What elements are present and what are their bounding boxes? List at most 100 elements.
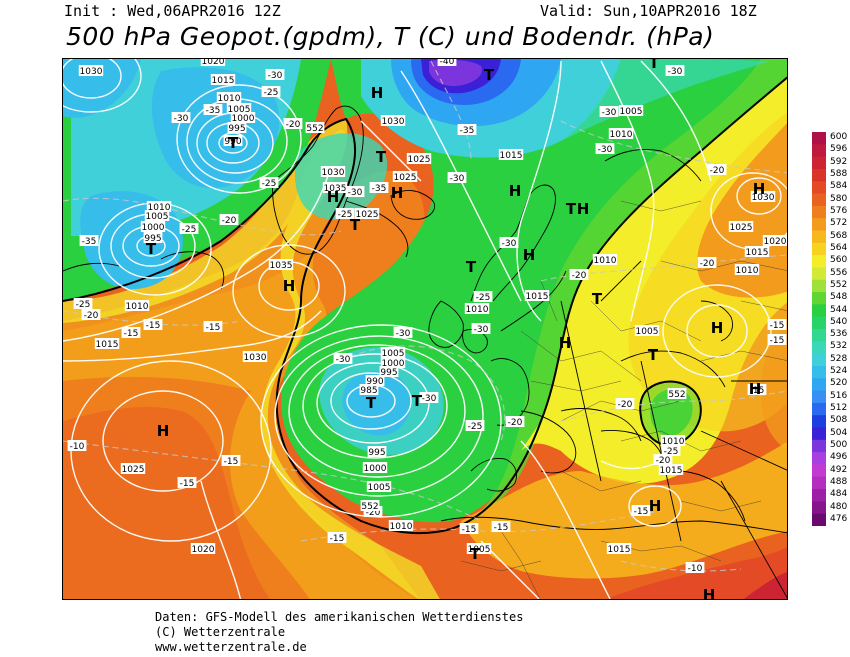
temperature-label: -35 <box>457 124 477 136</box>
temperature-label-text: -25 <box>468 422 483 432</box>
pressure-label-text: 990 <box>224 137 241 147</box>
pressure-label-text: 990 <box>366 377 383 387</box>
temperature-label-box <box>767 319 787 330</box>
low-center-t-iberia-text: T <box>470 545 481 563</box>
geopotential-label: 552 <box>667 388 687 400</box>
pressure-label-box <box>230 112 256 123</box>
low-center-t-atlantic-text: T <box>366 394 377 412</box>
temperature-label-box <box>615 398 635 409</box>
pressure-label-text: 1015 <box>746 248 769 258</box>
low-center-t-labrador: T <box>228 134 239 152</box>
high-center-h-ukraine-text: H <box>711 319 724 337</box>
low-center-t-europe-text: T <box>592 290 603 308</box>
pressure-label: 995 <box>367 446 387 458</box>
geopotential-label-text: 552 <box>361 502 378 512</box>
temperature-label-text: -15 <box>180 479 195 489</box>
high-center-h-baltic: H <box>523 246 536 264</box>
pressure-label: 1025 <box>728 221 754 233</box>
pressure-label: 1010 <box>592 254 618 266</box>
temperature-label-box <box>73 298 93 309</box>
pressure-label-text: 1030 <box>80 67 103 77</box>
temperature-label-box <box>79 235 99 246</box>
temperature-label: -15 <box>221 455 241 467</box>
temperature-label-text: -30 <box>336 355 351 365</box>
scale-label: 532 <box>830 341 848 352</box>
scale-label: 540 <box>830 316 848 327</box>
temperature-label-box <box>221 455 241 466</box>
high-center-h-ukraine: H <box>711 319 724 337</box>
pressure-label: 1000 <box>140 221 166 233</box>
pressure-label-box <box>226 103 252 114</box>
temperature-label-box <box>707 164 727 175</box>
scale-label: 592 <box>830 156 848 167</box>
pressure-label: 1025 <box>120 463 146 475</box>
pressure-label-box <box>634 325 660 336</box>
temperature-label: -25 <box>261 86 281 98</box>
pressure-label-text: 1010 <box>610 130 633 140</box>
temperature-label-box <box>121 327 141 338</box>
temperature-label-box <box>203 104 223 115</box>
low-center-t-scandinavia: T <box>466 258 477 276</box>
pressure-label-box <box>466 543 492 554</box>
temperature-label-text: -15 <box>462 525 477 535</box>
temperature-label-text: -35 <box>372 184 387 194</box>
temperature-label-text: -10 <box>688 564 703 574</box>
pressure-label-box <box>380 115 406 126</box>
pressure-label-text: 1005 <box>228 105 251 115</box>
temperature-label-text: -20 <box>710 166 725 176</box>
temperature-label: -25 <box>465 420 485 432</box>
temperature-label-box <box>685 562 705 573</box>
high-center-h-greenland-2-text: H <box>327 188 340 206</box>
scale-label: 520 <box>830 378 848 389</box>
pressure-label: 1010 <box>464 303 490 315</box>
temperature-label-text: -30 <box>396 329 411 339</box>
temperature-label: -20 <box>653 454 673 466</box>
pressure-label: 990 <box>365 375 385 387</box>
pressure-label-text: 1025 <box>394 173 417 183</box>
temperature-label-box <box>459 523 479 534</box>
pressure-label: 1020 <box>200 59 226 67</box>
temperature-label-text: -15 <box>224 457 239 467</box>
temperature-label-text: -20 <box>700 259 715 269</box>
temperature-label-box <box>143 319 163 330</box>
pressure-label-text: 1005 <box>636 327 659 337</box>
pressure-label-box <box>660 435 686 446</box>
pressure-label-text: 1000 <box>142 223 165 233</box>
temperature-label-text: -25 <box>182 225 197 235</box>
pressure-label-box <box>379 366 399 377</box>
pressure-label-text: 1030 <box>752 193 775 203</box>
pressure-label: 1005 <box>634 325 660 337</box>
pressure-label-box <box>406 153 432 164</box>
field-orange-east-s <box>761 323 787 450</box>
temperature-label-text: -30 <box>450 174 465 184</box>
temperature-label: -20 <box>707 164 727 176</box>
high-center-h-caspian-text: H <box>749 380 762 398</box>
high-center-h-azores: H <box>157 422 170 440</box>
pressure-label-box <box>143 232 163 243</box>
field-yellow-west <box>63 129 420 599</box>
geopotential-label-box <box>667 388 687 399</box>
pressure-label: 1015 <box>606 543 632 555</box>
temperature-label-box <box>499 237 519 248</box>
scale-swatch-500 <box>812 439 826 453</box>
temperature-label: -20 <box>697 257 717 269</box>
pressure-label: 1010 <box>660 435 686 447</box>
temperature-label-text: -25 <box>262 179 277 189</box>
pressure-label-box <box>146 201 172 212</box>
temperature-label-text: -20 <box>618 400 633 410</box>
temperature-label: -30 <box>595 143 615 155</box>
pressure-label-text: 1020 <box>202 59 225 67</box>
field-orange-med <box>461 442 787 579</box>
temperature-label: -30 <box>499 237 519 249</box>
pressure-label: 1020 <box>762 235 787 247</box>
pressure-label: 1035 <box>322 182 348 194</box>
high-center-h-caspian: H <box>749 380 762 398</box>
pressure-label: 1015 <box>744 246 770 258</box>
temperature-label: -25 <box>73 298 93 310</box>
scale-label: 552 <box>830 279 848 290</box>
pressure-label: 1005 <box>226 103 252 115</box>
scale-label: 556 <box>830 267 848 278</box>
pressure-label-box <box>242 351 268 362</box>
scale-swatch-564 <box>812 242 826 256</box>
pressure-labels: 1030102010151010100510009959901010100510… <box>78 59 787 555</box>
